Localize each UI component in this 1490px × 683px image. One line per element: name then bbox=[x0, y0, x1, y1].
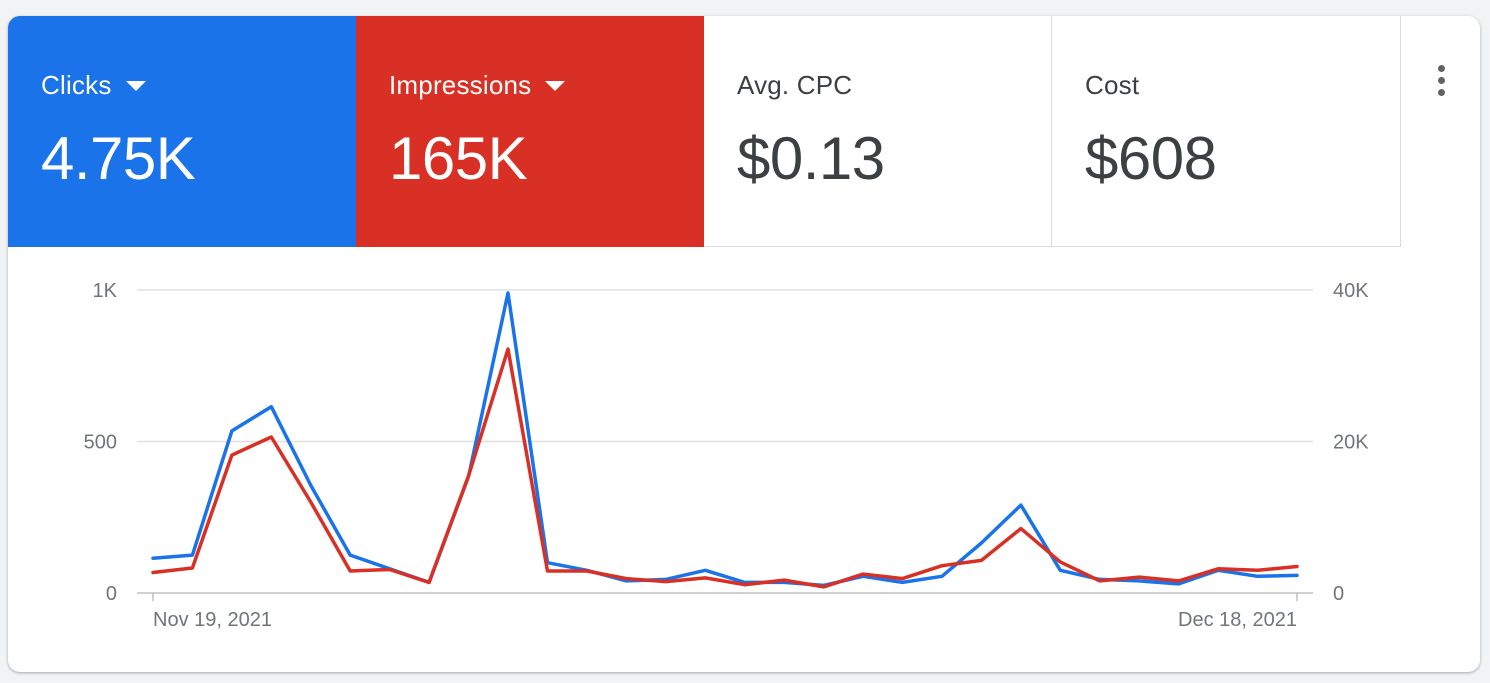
metric-value-cost: $608 bbox=[1085, 125, 1217, 192]
dot bbox=[1437, 64, 1445, 72]
y-right-tick-label: 40K bbox=[1333, 280, 1369, 302]
line-chart: 0 0 500 20K 1K 40K Nov 19, 2021 Dec 18, 2021 bbox=[84, 280, 1370, 631]
metric-label-impressions: Impressions bbox=[389, 70, 566, 101]
series-line-clicks bbox=[151, 291, 1299, 588]
metric-tile-cost[interactable]: Cost $608 bbox=[1052, 16, 1401, 247]
metric-value-impressions: 165K bbox=[389, 125, 528, 192]
series-line-impressions bbox=[151, 347, 1299, 589]
y-left-tick-label: 500 bbox=[84, 432, 117, 454]
dropdown-arrow-icon[interactable] bbox=[545, 80, 566, 91]
more-options-icon[interactable] bbox=[1426, 60, 1456, 100]
dot bbox=[1437, 76, 1445, 84]
x-tick-label: Nov 19, 2021 bbox=[153, 609, 272, 631]
metric-tile-avg-cpc[interactable]: Avg. CPC $0.13 bbox=[704, 16, 1052, 247]
metric-value-avg-cpc: $0.13 bbox=[737, 125, 885, 192]
metric-tile-impressions[interactable]: Impressions 165K bbox=[356, 16, 704, 247]
dropdown-arrow-icon[interactable] bbox=[125, 80, 146, 91]
performance-card: Clicks 4.75K Impressions 165K Avg. CPC $… bbox=[8, 16, 1480, 672]
metric-label-clicks: Clicks bbox=[41, 70, 146, 101]
metric-tiles: Clicks 4.75K Impressions 165K Avg. CPC $… bbox=[8, 16, 1401, 247]
metric-name: Clicks bbox=[41, 70, 112, 100]
metric-tile-clicks[interactable]: Clicks 4.75K bbox=[8, 16, 356, 247]
dot bbox=[1437, 88, 1445, 96]
metric-name: Impressions bbox=[389, 70, 532, 100]
metric-label-avg-cpc: Avg. CPC bbox=[737, 70, 853, 100]
y-right-tick-label: 0 bbox=[1333, 583, 1344, 605]
metric-value-clicks: 4.75K bbox=[41, 125, 196, 192]
y-right-tick-label: 20K bbox=[1333, 432, 1369, 454]
x-tick-label: Dec 18, 2021 bbox=[1178, 609, 1297, 631]
y-left-tick-label: 1K bbox=[93, 280, 118, 302]
y-left-tick-label: 0 bbox=[106, 583, 117, 605]
metric-label-cost: Cost bbox=[1085, 70, 1140, 100]
